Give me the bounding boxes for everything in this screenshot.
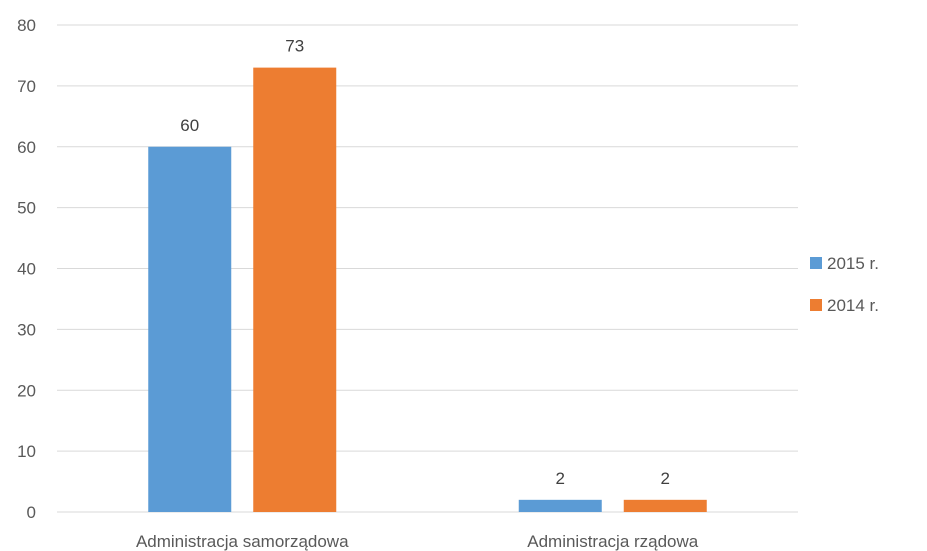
x-category-label: Administracja samorządowa (136, 532, 349, 551)
data-labels: 60 73 2 2 (180, 37, 670, 488)
y-tick-label: 30 (17, 320, 36, 339)
bars (148, 67, 707, 513)
legend-label: 2014 r. (827, 296, 879, 315)
legend-swatch (810, 299, 822, 311)
data-label: 2 (661, 469, 670, 488)
y-tick-label: 0 (27, 503, 36, 522)
bar (148, 146, 232, 512)
bar (623, 499, 707, 512)
y-tick-label: 50 (17, 199, 36, 218)
data-label: 2 (556, 469, 565, 488)
x-category-label: Administracja rządowa (527, 532, 699, 551)
y-tick-label: 60 (17, 138, 36, 157)
bar (518, 499, 602, 512)
y-tick-label: 40 (17, 260, 36, 279)
y-tick-label: 70 (17, 77, 36, 96)
x-axis-category-labels: Administracja samorządowa Administracja r… (136, 532, 699, 551)
data-label: 60 (180, 116, 199, 135)
y-tick-label: 10 (17, 442, 36, 461)
y-tick-label: 80 (17, 16, 36, 35)
data-label: 73 (285, 37, 304, 56)
y-tick-label: 20 (17, 381, 36, 400)
legend-label: 2015 r. (827, 254, 879, 273)
y-axis-tick-labels: 0 10 20 30 40 50 60 70 80 (17, 16, 36, 522)
legend-swatch (810, 257, 822, 269)
legend: 2015 r. 2014 r. (810, 254, 879, 315)
bar (253, 67, 337, 513)
